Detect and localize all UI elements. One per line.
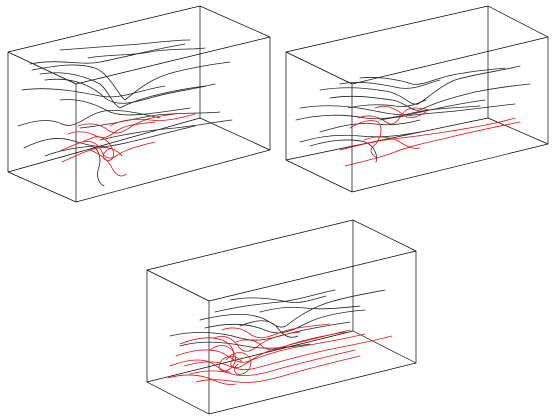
red-streamlines: [339, 106, 521, 167]
dark-streamlines: [169, 289, 386, 349]
wireframe-box: [146, 219, 417, 415]
panel-bottom-center: [146, 219, 417, 415]
panel-top-left: [7, 5, 271, 203]
red-streamlines: [167, 323, 393, 385]
red-streamlines: [57, 113, 196, 177]
dark-streamlines: [17, 39, 233, 187]
wireframe-box: [285, 5, 549, 193]
dark-streamlines: [295, 65, 531, 163]
wireframe-box: [7, 5, 271, 203]
panel-top-right: [285, 5, 549, 193]
